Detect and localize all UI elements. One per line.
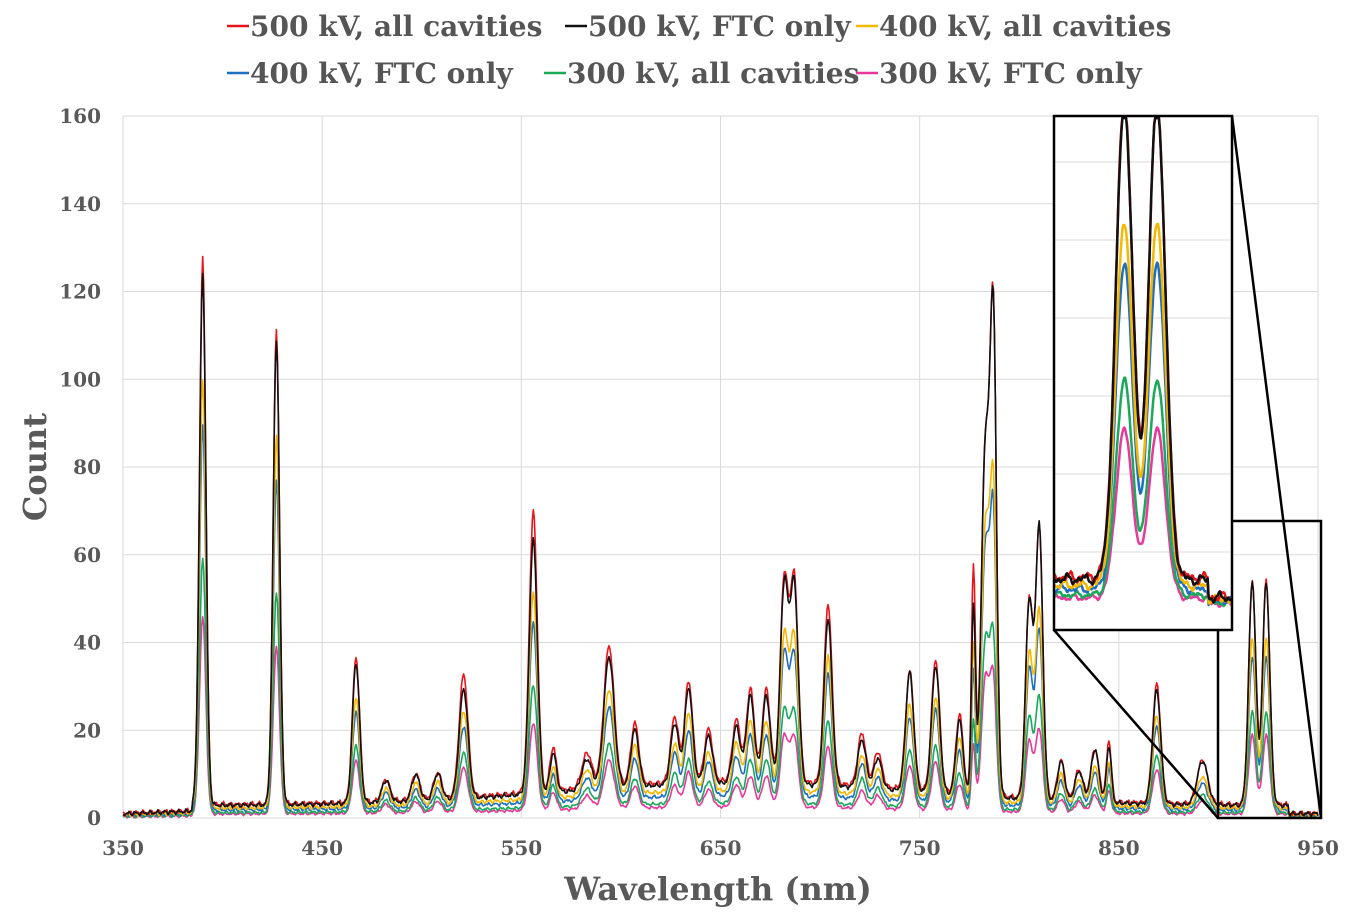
y-tick-label: 60 [73, 543, 101, 567]
legend-label: 300 kV, FTC only [879, 57, 1142, 90]
series-line-4 [122, 557, 1319, 819]
y-tick-label: 80 [73, 455, 101, 479]
inset-series-line-3 [1052, 261, 1233, 607]
zoom-connector [1230, 115, 1323, 819]
zoom-source-box [1216, 519, 1323, 820]
x-tick-labels: 350 450 550 650 750 850 950 [102, 836, 1339, 860]
legend-label: 400 kV, FTC only [250, 57, 513, 90]
x-tick-label: 950 [1297, 836, 1339, 860]
y-tick-label: 0 [87, 806, 101, 830]
y-axis-title: Count [16, 413, 54, 521]
inset-series-line-1 [1053, 116, 1233, 604]
zoom-inset [1052, 114, 1323, 820]
y-tick-label: 160 [59, 104, 101, 128]
inset-series-line-4 [1053, 376, 1233, 608]
x-tick-label: 550 [500, 836, 542, 860]
inset-background [1054, 116, 1232, 630]
y-tick-label: 100 [59, 367, 101, 391]
zoom-connector [1053, 629, 1219, 819]
x-axis-title: Wavelength (nm) [563, 870, 872, 908]
inset-series-line-2 [1052, 222, 1233, 605]
y-tick-label: 140 [59, 192, 101, 216]
x-tick-label: 850 [1098, 836, 1140, 860]
y-tick-labels: 0 20 40 60 80 100 120 140 160 [59, 104, 101, 830]
x-tick-label: 750 [899, 836, 941, 860]
series-lines [122, 255, 1319, 819]
y-tick-label: 40 [73, 631, 101, 655]
x-tick-label: 350 [102, 836, 144, 860]
series-line-3 [122, 424, 1319, 818]
legend-label: 500 kV, FTC only [588, 10, 851, 43]
series-line-5 [122, 616, 1319, 819]
x-tick-label: 450 [301, 836, 343, 860]
y-tick-label: 120 [59, 280, 101, 304]
legend-label: 300 kV, all cavities [567, 57, 859, 90]
y-tick-label: 20 [73, 718, 101, 742]
series-line-1 [122, 272, 1319, 818]
x-tick-label: 650 [700, 836, 742, 860]
legend-label: 400 kV, all cavities [879, 10, 1171, 43]
legend-label: 500 kV, all cavities [250, 10, 542, 43]
legend: 500 kV, all cavities 500 kV, FTC only 400 … [227, 10, 1171, 90]
inset-border [1052, 114, 1234, 632]
